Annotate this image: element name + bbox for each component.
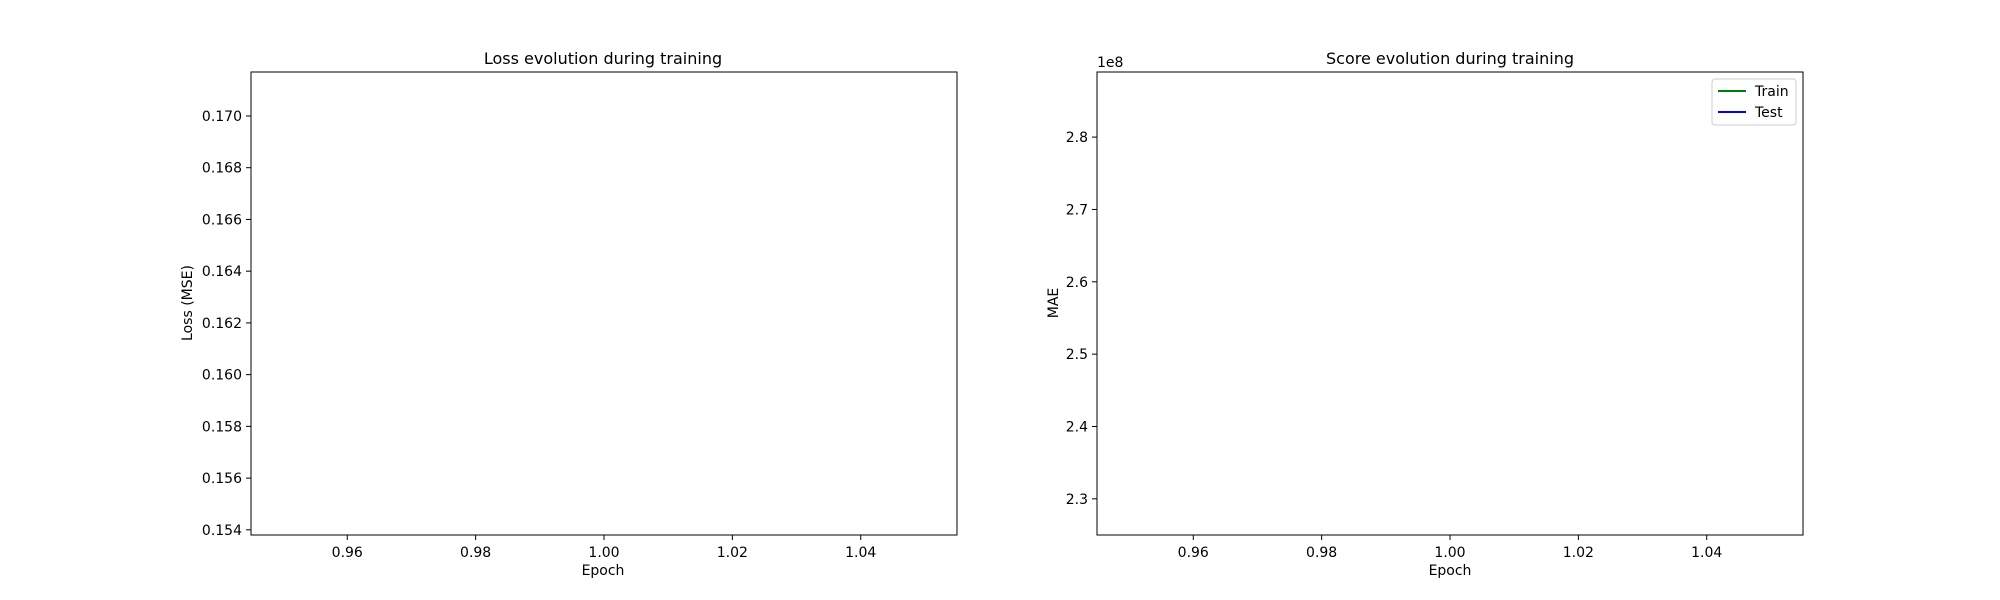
loss-y-tick-label: 0.168 bbox=[202, 161, 242, 177]
loss-chart: Loss evolution during training 0.96 0.98 1… bbox=[180, 49, 958, 579]
legend-train-label: Train bbox=[1754, 84, 1789, 100]
loss-y-tick-label: 0.166 bbox=[202, 212, 242, 228]
score-y-tick-label: 2.6 bbox=[1066, 275, 1088, 291]
score-y-ticks: 2.3 2.4 2.5 2.6 2.7 2.8 bbox=[1066, 130, 1097, 508]
score-y-tick-label: 2.5 bbox=[1066, 347, 1088, 363]
loss-x-tick-label: 0.98 bbox=[460, 545, 491, 561]
loss-y-tick-label: 0.154 bbox=[202, 523, 242, 539]
score-x-ticks: 0.96 0.98 1.00 1.02 1.04 bbox=[1178, 535, 1722, 561]
score-y-offset-label: 1e8 bbox=[1097, 55, 1123, 71]
loss-chart-title: Loss evolution during training bbox=[484, 49, 722, 68]
score-chart-title: Score evolution during training bbox=[1326, 49, 1574, 68]
loss-y-tick-label: 0.170 bbox=[202, 109, 242, 125]
loss-y-ticks: 0.154 0.156 0.158 0.160 0.162 0.164 0.166 0.168… bbox=[202, 109, 251, 539]
score-y-tick-label: 2.3 bbox=[1066, 492, 1088, 508]
loss-y-axis-label: Loss (MSE) bbox=[180, 265, 196, 341]
loss-y-tick-label: 0.160 bbox=[202, 368, 242, 384]
score-y-tick-label: 2.8 bbox=[1066, 130, 1088, 146]
score-x-tick-label: 0.96 bbox=[1178, 545, 1209, 561]
score-y-tick-label: 2.7 bbox=[1066, 202, 1088, 218]
score-x-tick-label: 1.02 bbox=[1563, 545, 1594, 561]
score-y-tick-label: 2.4 bbox=[1066, 419, 1088, 435]
loss-x-axis-label: Epoch bbox=[582, 563, 625, 579]
score-chart: Score evolution during training 0.96 0.98… bbox=[1046, 49, 1804, 579]
score-x-axis-label: Epoch bbox=[1429, 563, 1472, 579]
loss-x-tick-label: 1.04 bbox=[845, 545, 876, 561]
score-x-tick-label: 1.00 bbox=[1434, 545, 1465, 561]
legend-test-label: Test bbox=[1754, 105, 1783, 121]
score-x-tick-label: 1.04 bbox=[1691, 545, 1722, 561]
loss-y-tick-label: 0.156 bbox=[202, 471, 242, 487]
loss-y-tick-label: 0.162 bbox=[202, 316, 242, 332]
loss-x-ticks: 0.96 0.98 1.00 1.02 1.04 bbox=[332, 535, 876, 561]
loss-x-tick-label: 0.96 bbox=[332, 545, 363, 561]
score-legend: Train Test bbox=[1711, 78, 1797, 126]
loss-x-tick-label: 1.02 bbox=[717, 545, 748, 561]
score-y-axis-label: MAE bbox=[1046, 288, 1062, 319]
loss-y-tick-label: 0.158 bbox=[202, 419, 242, 435]
score-x-tick-label: 0.98 bbox=[1306, 545, 1337, 561]
loss-x-tick-label: 1.00 bbox=[588, 545, 619, 561]
loss-y-tick-label: 0.164 bbox=[202, 264, 242, 280]
